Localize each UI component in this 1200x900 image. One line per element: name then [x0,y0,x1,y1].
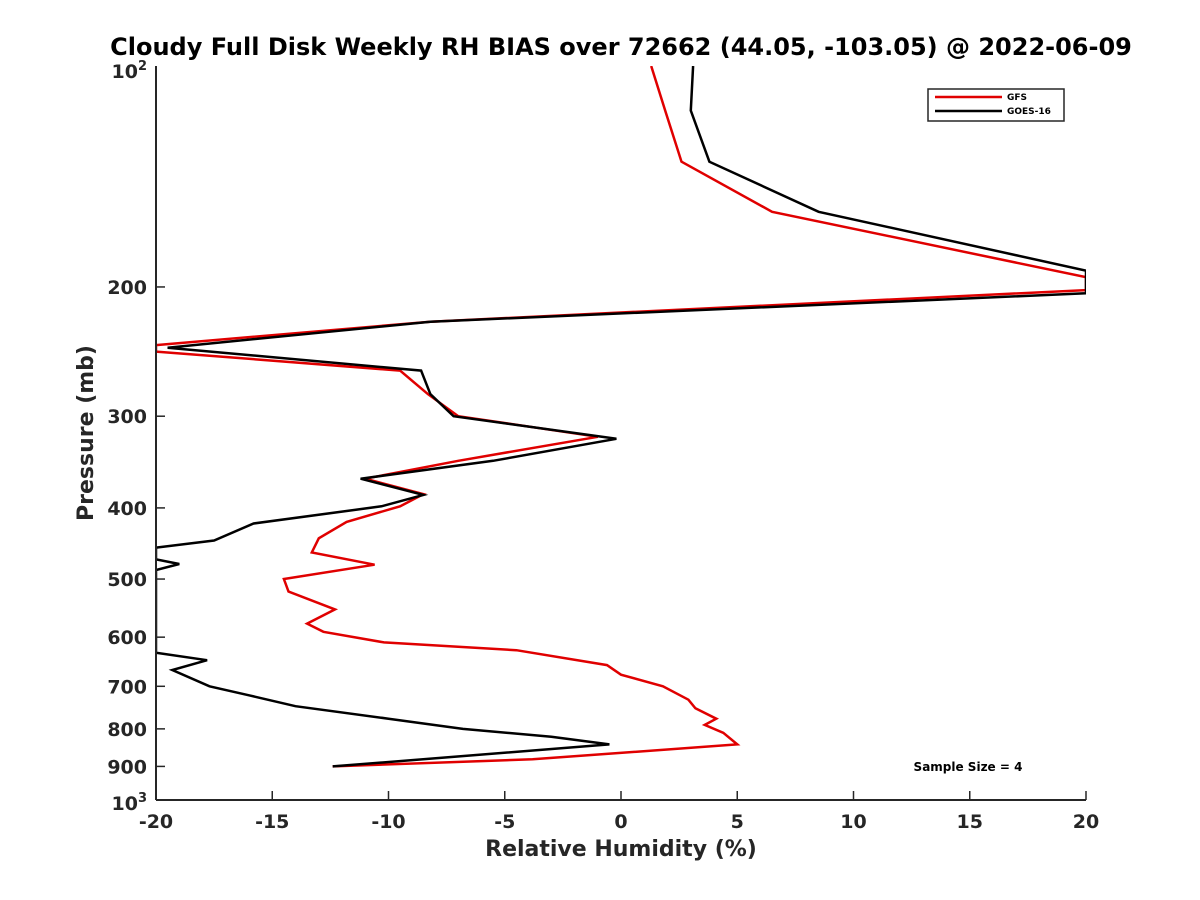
x-tick-label: -15 [255,811,289,833]
x-tick-label: 20 [1073,811,1099,833]
series-line-gfs [156,66,1086,768]
legend-box [927,88,1065,122]
y-tick-label: 300 [107,406,147,428]
chart-title: Cloudy Full Disk Weekly RH BIAS over 726… [110,33,1132,61]
y-tick-label: 200 [107,277,147,299]
axes-layer [155,66,1086,801]
x-tick-label: -20 [139,811,173,833]
y-tick-label: 700 [107,676,147,698]
y-tick-label: 500 [107,569,147,591]
x-tick-label: 10 [840,811,866,833]
y-tick-label: 900 [107,756,147,778]
legend-label-gfs: GFS [1007,93,1027,103]
x-tick-label: 15 [957,811,983,833]
legend-label-goes16: GOES-16 [1007,107,1051,117]
ticks-layer: -20 -15 -10 -5 0 5 10 15 20 200 300 400 500 600 700 800… [107,59,1099,833]
x-tick-label: -10 [371,811,405,833]
y-tick-label-bottom: 103 [112,791,148,815]
x-tick-label: 0 [614,811,627,833]
y-tick-label: 600 [107,627,147,649]
y-tick-label: 800 [107,719,147,741]
sample-size-annotation: Sample Size = 4 [914,760,1023,774]
series-layer [156,66,1086,768]
y-tick-label-top: 102 [112,59,148,83]
x-axis-label: Relative Humidity (%) [485,837,757,862]
legend: GFS GOES-16 [927,88,1065,122]
x-tick-label: -5 [494,811,515,833]
y-tick-label: 400 [107,498,147,520]
series-line-goes16 [156,66,1086,768]
y-axis-label: Pressure (mb) [74,345,99,521]
x-tick-label: 5 [731,811,744,833]
